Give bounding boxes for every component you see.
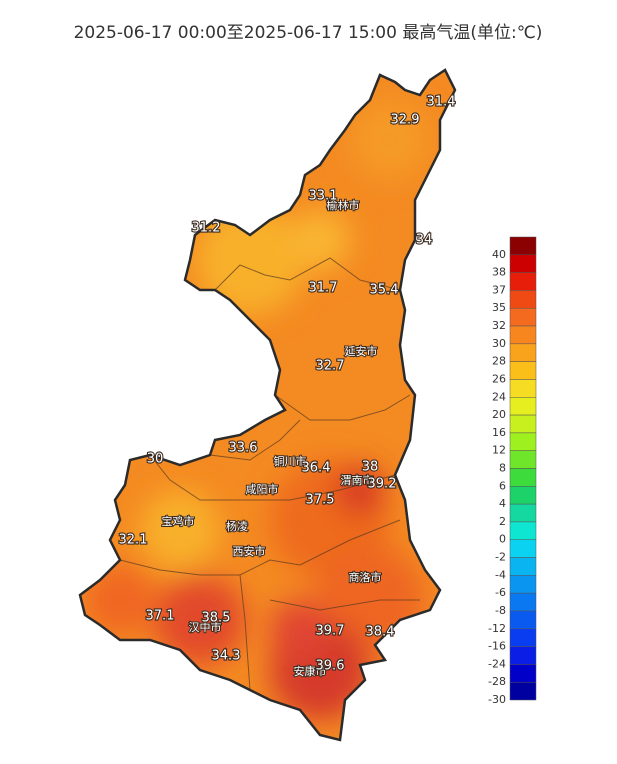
- legend-swatch: [509, 325, 537, 345]
- city-label: 宝鸡市: [162, 514, 195, 528]
- station-value: 36.4: [302, 461, 331, 476]
- legend-swatch: [509, 450, 537, 469]
- legend-label: -8: [495, 604, 506, 617]
- station-value: 30: [147, 452, 164, 467]
- legend-label: 16: [492, 426, 506, 439]
- legend-swatch: [509, 397, 537, 416]
- legend-swatch: [509, 361, 537, 380]
- station-value: 33.1: [309, 189, 338, 204]
- legend-label: 26: [492, 372, 506, 385]
- city-label: 安康市: [294, 664, 327, 678]
- station-value: 31.7: [309, 281, 338, 296]
- legend-label: 12: [492, 444, 506, 457]
- map-title: 2025-06-17 00:00至2025-06-17 15:00 最高气温(单…: [74, 23, 543, 43]
- station-value: 31.4: [427, 95, 456, 110]
- legend-label: 38: [492, 266, 506, 279]
- station-value: 39.2: [368, 477, 397, 492]
- color-legend: 40383735323028262420161286420-2-4-6-8-12…: [488, 236, 537, 706]
- legend-swatch: [509, 343, 537, 362]
- legend-label: 2: [499, 515, 506, 528]
- legend-label: 40: [492, 248, 506, 261]
- city-label: 杨凌: [226, 519, 248, 533]
- legend-label: -12: [488, 622, 506, 635]
- legend-swatch: [509, 432, 537, 451]
- legend-swatch: [509, 307, 537, 327]
- station-value: 37.1: [146, 609, 175, 624]
- legend-swatch: [509, 272, 537, 291]
- legend-label: 6: [499, 479, 506, 492]
- legend-label: -30: [488, 693, 506, 706]
- legend-swatch: [509, 664, 537, 683]
- city-label: 渭南市: [341, 473, 374, 487]
- legend-swatch: [509, 628, 537, 647]
- legend-label: 0: [499, 533, 506, 546]
- legend-label: -16: [488, 640, 506, 653]
- legend-swatch: [509, 486, 537, 505]
- city-label: 铜川市: [274, 454, 307, 468]
- station-value: 38: [362, 460, 379, 475]
- city-label: 榆林市: [327, 198, 360, 212]
- district-borders: [119, 257, 420, 691]
- legend-label: -6: [495, 586, 506, 599]
- station-value: 39.7: [316, 624, 345, 639]
- legend-swatch: [509, 254, 537, 273]
- station-value: 33.6: [229, 441, 258, 456]
- legend-swatch: [509, 557, 537, 576]
- station-value: 34: [416, 233, 433, 248]
- station-value: 35.4: [370, 283, 399, 298]
- legend-label: 20: [492, 408, 506, 421]
- legend-swatch: [509, 414, 537, 434]
- legend-label: 30: [492, 337, 506, 350]
- legend-label: -24: [488, 657, 506, 670]
- legend-label: 28: [492, 355, 506, 368]
- legend-swatch: [509, 521, 537, 540]
- station-value: 39.6: [316, 659, 345, 674]
- legend-swatch: [509, 610, 537, 630]
- city-label: 汉中市: [189, 620, 222, 634]
- legend-swatch: [509, 539, 537, 558]
- legend-label: 37: [492, 283, 506, 296]
- legend-swatch: [509, 468, 537, 487]
- legend-swatch: [509, 236, 537, 256]
- legend-swatch: [509, 575, 537, 594]
- city-label: 西安市: [233, 544, 266, 558]
- station-value: 32.1: [119, 533, 148, 548]
- legend-swatch: [509, 503, 537, 523]
- legend-label: -28: [488, 675, 506, 688]
- legend-label: 32: [492, 319, 506, 332]
- legend-label: -2: [495, 551, 506, 564]
- legend-swatch: [509, 681, 537, 701]
- legend-swatch: [509, 646, 537, 665]
- legend-label: -4: [495, 568, 506, 581]
- station-value: 38.5: [202, 611, 231, 626]
- legend-label: 24: [492, 390, 506, 403]
- city-label: 咸阳市: [246, 482, 279, 496]
- legend-swatch: [509, 379, 537, 398]
- station-value: 38.4: [366, 625, 395, 640]
- station-value: 32.7: [316, 359, 345, 374]
- legend-swatch: [509, 592, 537, 612]
- station-value: 34.3: [212, 649, 241, 664]
- temperature-field: [80, 70, 455, 740]
- city-label: 延安市: [345, 344, 378, 358]
- legend-label: 8: [499, 462, 506, 475]
- legend-swatch: [509, 290, 537, 309]
- station-value: 31.2: [192, 221, 221, 236]
- station-value: 32.9: [391, 113, 420, 128]
- city-label: 商洛市: [349, 570, 382, 584]
- legend-label: 35: [492, 301, 506, 314]
- legend-label: 4: [499, 497, 506, 510]
- station-value: 37.5: [306, 493, 335, 508]
